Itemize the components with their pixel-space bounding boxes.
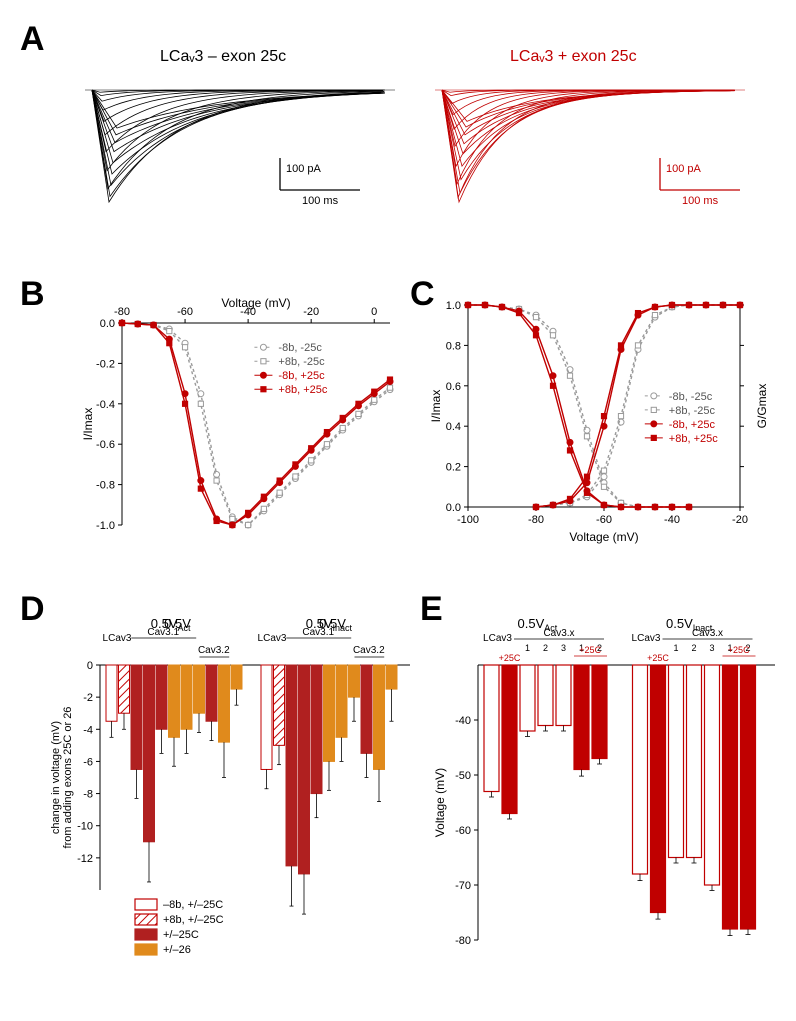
svg-text:-40: -40	[455, 715, 471, 727]
act-inact-plot: -100 -80 -60 -40 -20 0.0 0.2 0.4 0.6 0.8 1.0 Voltag…	[430, 295, 770, 545]
svg-text:-1.0: -1.0	[96, 520, 115, 532]
svg-text:0.0: 0.0	[446, 502, 461, 514]
svg-text:1: 1	[673, 643, 678, 653]
svg-text:0.5V: 0.5V	[518, 616, 545, 631]
svg-text:Cav3.2: Cav3.2	[353, 645, 385, 656]
figure: A LCaᵥ3 – exon 25c LCaᵥ3 + exon 25c 100 …	[20, 20, 776, 1001]
svg-text:0.8: 0.8	[446, 340, 461, 352]
svg-text:LCav3: LCav3	[258, 633, 287, 644]
svg-text:0: 0	[371, 306, 377, 318]
svg-text:+25C: +25C	[579, 645, 601, 655]
svg-text:-0.4: -0.4	[96, 399, 115, 411]
svg-text:0.4: 0.4	[446, 421, 461, 433]
svg-text:Cav3.x: Cav3.x	[543, 628, 574, 639]
svg-text:-80: -80	[114, 306, 130, 318]
svg-text:100 pA: 100 pA	[286, 163, 322, 175]
panel-d-label: D	[20, 590, 45, 629]
svg-text:-100: -100	[457, 514, 479, 526]
svg-text:-80: -80	[455, 935, 471, 947]
svg-text:100 ms: 100 ms	[682, 195, 719, 207]
svg-text:I/Imax: I/Imax	[81, 408, 95, 441]
svg-text:0.6: 0.6	[446, 381, 461, 393]
svg-text:-20: -20	[732, 514, 748, 526]
svg-text:-12: -12	[77, 853, 93, 865]
svg-text:LCav3: LCav3	[103, 633, 132, 644]
svg-text:3: 3	[709, 643, 714, 653]
svg-text:change in voltage (mV)from add: change in voltage (mV)from adding exons …	[50, 707, 74, 849]
svg-text:G/Gmax: G/Gmax	[755, 384, 769, 429]
svg-text:Act: Act	[178, 623, 192, 633]
panel-a-left-title: LCaᵥ3 – exon 25c	[160, 48, 286, 66]
svg-text:+8b, -25c: +8b, -25c	[278, 356, 325, 368]
svg-text:Inact: Inact	[333, 623, 353, 633]
svg-text:-20: -20	[303, 306, 319, 318]
svg-text:2: 2	[543, 643, 548, 653]
svg-text:-4: -4	[83, 724, 93, 736]
voltage-bars: -40-50-60-70-80Voltage (mV)0.5VAct0.5VIn…	[430, 610, 780, 970]
svg-text:-8b, -25c: -8b, -25c	[669, 391, 713, 403]
svg-text:-10: -10	[77, 821, 93, 833]
svg-text:1: 1	[525, 643, 530, 653]
svg-text:100 ms: 100 ms	[302, 195, 339, 207]
svg-text:-8: -8	[83, 789, 93, 801]
panel-a-right-title: LCaᵥ3 + exon 25c	[510, 48, 637, 66]
svg-text:-0.8: -0.8	[96, 480, 115, 492]
svg-text:0.0: 0.0	[100, 318, 115, 330]
svg-text:0.2: 0.2	[446, 462, 461, 474]
svg-text:-40: -40	[664, 514, 680, 526]
svg-text:0.5V: 0.5V	[666, 616, 693, 631]
svg-text:1.0: 1.0	[446, 300, 461, 312]
svg-text:-50: -50	[455, 770, 471, 782]
svg-text:-8b, +25c: -8b, +25c	[278, 370, 325, 382]
svg-text:100 pA: 100 pA	[666, 163, 702, 175]
svg-text:3: 3	[561, 643, 566, 653]
svg-text:Voltage (mV): Voltage (mV)	[569, 530, 638, 544]
svg-text:+8b, +25c: +8b, +25c	[278, 384, 327, 396]
svg-text:+8b, +25c: +8b, +25c	[669, 433, 718, 445]
svg-text:0: 0	[87, 660, 93, 672]
panel-b-label: B	[20, 275, 45, 314]
iv-plot: -80-60-40-2000.0-0.2-0.4-0.6-0.8-1.0Volt…	[80, 295, 400, 545]
svg-text:LCav3: LCav3	[483, 633, 512, 644]
svg-text:+25C: +25C	[647, 653, 669, 663]
svg-text:-60: -60	[177, 306, 193, 318]
panel-a-label: A	[20, 20, 45, 59]
delta-voltage-bars: 0 -2 -4 -6 -8 -10 -12change in voltage (mV)fro…	[45, 610, 415, 970]
svg-text:+/–25C: +/–25C	[163, 929, 199, 941]
svg-text:Voltage (mV): Voltage (mV)	[221, 296, 290, 310]
svg-text:+8b, +/–25C: +8b, +/–25C	[163, 914, 224, 926]
svg-text:-70: -70	[455, 880, 471, 892]
svg-text:Cav3.1: Cav3.1	[147, 627, 179, 638]
svg-text:+25C: +25C	[499, 653, 521, 663]
svg-text:-8b, -25c: -8b, -25c	[278, 342, 322, 354]
svg-text:2: 2	[691, 643, 696, 653]
svg-text:–8b, +/–25C: –8b, +/–25C	[163, 899, 223, 911]
svg-text:+8b, -25c: +8b, -25c	[669, 405, 716, 417]
svg-text:-60: -60	[596, 514, 612, 526]
svg-text:+/–26: +/–26	[163, 944, 191, 956]
traces-right: 100 pA 100 ms	[430, 70, 750, 230]
svg-text:+25C: +25C	[728, 645, 750, 655]
svg-text:-2: -2	[83, 692, 93, 704]
svg-text:LCav3: LCav3	[632, 633, 661, 644]
svg-text:-8b, +25c: -8b, +25c	[669, 419, 716, 431]
svg-text:-6: -6	[83, 756, 93, 768]
svg-text:-80: -80	[528, 514, 544, 526]
svg-text:-60: -60	[455, 825, 471, 837]
traces-left: 100 pA 100 ms	[80, 70, 400, 230]
svg-text:Voltage (mV): Voltage (mV)	[433, 768, 447, 837]
svg-text:-0.6: -0.6	[96, 439, 115, 451]
svg-text:Cav3.1: Cav3.1	[302, 627, 334, 638]
svg-text:I/Imax: I/Imax	[430, 390, 443, 423]
svg-text:-0.2: -0.2	[96, 358, 115, 370]
svg-text:Cav3.x: Cav3.x	[692, 628, 723, 639]
svg-text:Cav3.2: Cav3.2	[198, 645, 230, 656]
